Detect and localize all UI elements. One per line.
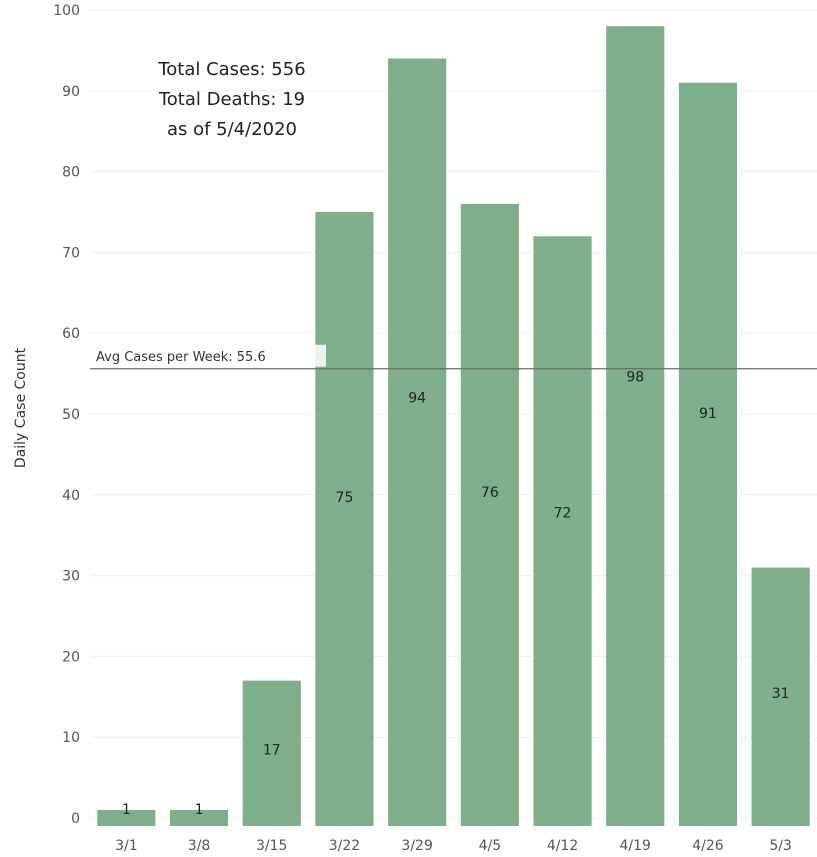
bar-4-12 [533,236,592,827]
total-deaths-text: Total Deaths: 19 [158,89,305,110]
x-tick-label: 3/15 [256,838,287,854]
bar-3-8 [169,809,229,826]
y-tick-label: 10 [62,730,80,746]
reference-label-background [92,344,326,367]
x-tick-label: 4/5 [479,838,502,854]
y-tick-label: 90 [62,84,80,100]
bar-value-label: 17 [263,742,281,758]
y-tick-label: 40 [62,488,80,504]
totals-annotation: Total Cases: 556 Total Deaths: 19 as of … [157,59,305,140]
bar-3-29 [388,58,447,827]
bar-value-label: 1 [122,802,131,818]
y-tick-label: 80 [62,165,80,181]
bar-value-label: 91 [699,406,717,422]
y-tick-label: 0 [71,811,80,827]
bar-3-1 [97,809,156,826]
y-tick-label: 60 [62,326,80,342]
x-axis-ticks: 3/1 3/8 3/15 3/22 3/29 4/5 4/12 4/19 4/26 5/3 [115,838,792,854]
bars [97,26,810,827]
y-tick-label: 30 [62,569,80,585]
bar-4-19 [606,26,665,827]
x-tick-label: 3/8 [188,838,211,854]
bar-4-26 [678,82,738,827]
bar-value-label: 1 [195,802,204,818]
bar-value-label: 76 [481,485,499,501]
x-tick-label: 3/1 [115,838,138,854]
y-tick-label: 100 [53,3,80,19]
y-axis-ticks: 0 10 20 30 40 50 60 70 80 90 100 [53,3,80,827]
bar-value-label: 75 [336,490,354,506]
y-tick-label: 20 [62,649,80,665]
total-cases-text: Total Cases: 556 [157,59,305,80]
x-tick-label: 3/29 [401,838,432,854]
bar-3-22 [315,212,374,826]
reference-line-label: Avg Cases per Week: 55.6 [96,350,266,365]
x-tick-label: 4/19 [620,838,651,854]
bar-4-5 [460,203,519,827]
bar-value-label: 72 [554,506,572,522]
bar-5-3 [751,567,810,826]
x-tick-label: 3/22 [329,838,360,854]
bar-3-15 [242,680,301,826]
y-tick-label: 70 [62,245,80,261]
bar-value-label: 31 [772,686,790,702]
x-tick-label: 5/3 [769,838,792,854]
as-of-date-text: as of 5/4/2020 [167,119,297,140]
y-axis-title: Daily Case Count [13,347,29,468]
reference-line-group: Avg Cases per Week: 55.6 [90,344,817,370]
x-tick-label: 4/26 [692,838,724,854]
bar-value-label: 94 [408,390,426,406]
x-tick-label: 4/12 [547,838,578,854]
y-tick-label: 50 [62,407,80,423]
bar-value-label: 98 [626,369,644,385]
data-labels: 1 1 17 75 94 76 72 98 91 31 [122,369,790,817]
